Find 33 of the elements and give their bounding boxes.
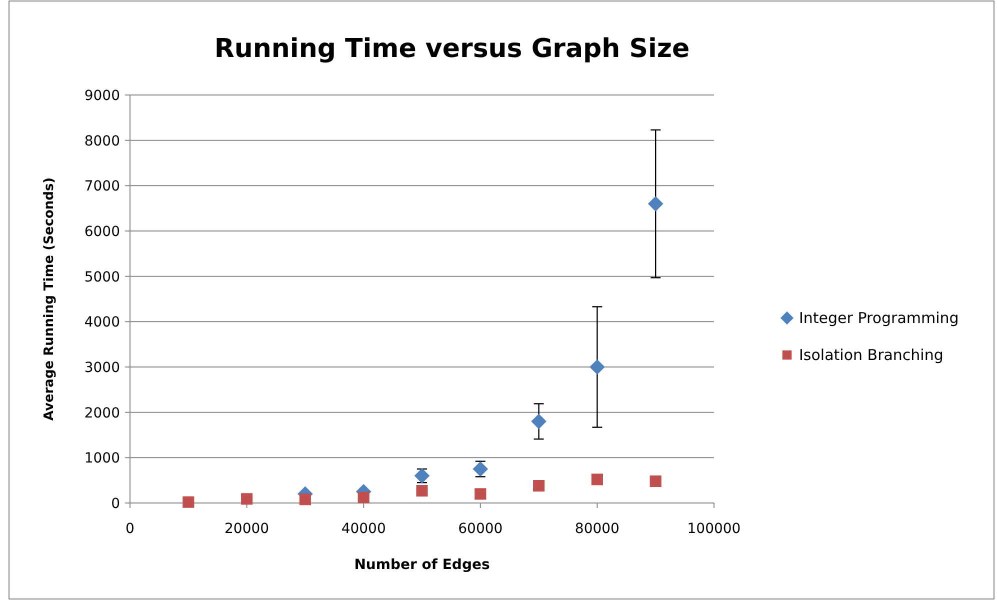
x-tick-label: 0 bbox=[126, 521, 134, 537]
point bbox=[533, 480, 545, 492]
y-tick-label: 5000 bbox=[84, 269, 120, 286]
point bbox=[416, 484, 428, 497]
point bbox=[241, 493, 253, 505]
point bbox=[358, 492, 370, 504]
x-tick-label: 20000 bbox=[224, 521, 270, 537]
point bbox=[591, 474, 603, 486]
point bbox=[531, 414, 546, 430]
y-axis-title: Average Running Time (Seconds) bbox=[42, 177, 57, 421]
y-tick-label: 2000 bbox=[84, 405, 120, 422]
y-tick-label: 3000 bbox=[84, 360, 120, 376]
point bbox=[474, 488, 486, 500]
x-tick-label: 100000 bbox=[687, 521, 741, 537]
x-tick-label: 80000 bbox=[574, 521, 620, 537]
x-tick-label: 60000 bbox=[458, 521, 503, 537]
x-axis-title: Number of Edges bbox=[354, 557, 490, 573]
y-tick-label: 7000 bbox=[84, 178, 120, 195]
y-tick-label: 0 bbox=[111, 496, 120, 512]
y-tick-label: 8000 bbox=[84, 133, 120, 150]
y-tick-label: 4000 bbox=[84, 314, 120, 331]
y-tick-label: 9000 bbox=[84, 88, 120, 104]
y-tick-label: 1000 bbox=[84, 450, 120, 467]
point bbox=[590, 359, 605, 375]
point bbox=[182, 496, 194, 508]
chart-title: Running Time versus Graph Size bbox=[214, 34, 690, 64]
legend-label: Isolation Branching bbox=[799, 346, 944, 364]
point bbox=[299, 494, 311, 506]
point bbox=[648, 196, 664, 212]
legend-label: Integer Programming bbox=[799, 309, 959, 327]
x-tick-label: 40000 bbox=[341, 521, 386, 537]
y-tick-label: 6000 bbox=[84, 224, 120, 240]
point bbox=[650, 475, 662, 488]
